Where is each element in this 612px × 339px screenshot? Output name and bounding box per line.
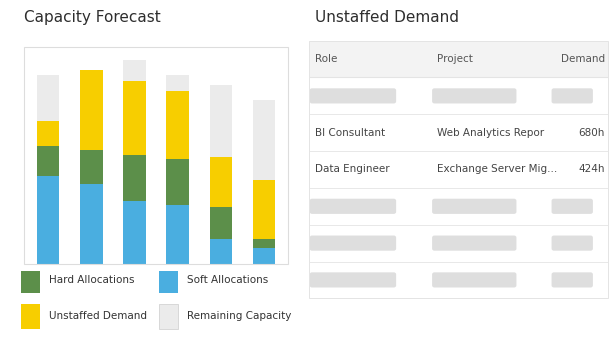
Bar xyxy=(253,239,275,247)
FancyBboxPatch shape xyxy=(310,236,396,251)
Bar xyxy=(159,267,178,293)
Bar xyxy=(123,81,146,155)
FancyBboxPatch shape xyxy=(432,199,517,214)
Bar xyxy=(123,201,146,264)
FancyBboxPatch shape xyxy=(310,199,396,214)
Text: Project: Project xyxy=(438,54,473,64)
Bar xyxy=(253,100,275,180)
Text: Data Engineer: Data Engineer xyxy=(315,164,390,175)
Bar xyxy=(209,85,232,157)
Text: BI Consultant: BI Consultant xyxy=(315,128,385,138)
Bar xyxy=(209,207,232,239)
FancyBboxPatch shape xyxy=(551,272,593,287)
Bar xyxy=(253,180,275,239)
Text: Web Analytics Repor: Web Analytics Repor xyxy=(438,128,545,138)
FancyBboxPatch shape xyxy=(432,272,517,287)
Text: Soft Allocations: Soft Allocations xyxy=(187,275,268,285)
FancyBboxPatch shape xyxy=(432,88,517,103)
FancyBboxPatch shape xyxy=(310,272,396,287)
Bar xyxy=(80,184,103,264)
Bar xyxy=(166,205,189,264)
Bar xyxy=(21,267,40,293)
Bar xyxy=(159,304,178,330)
Bar xyxy=(123,155,146,201)
Text: Hard Allocations: Hard Allocations xyxy=(49,275,135,285)
Bar xyxy=(80,151,103,184)
Bar xyxy=(166,75,189,92)
Bar xyxy=(166,159,189,205)
Text: 424h: 424h xyxy=(578,164,605,175)
Text: Role: Role xyxy=(315,54,337,64)
Bar xyxy=(37,176,59,264)
Bar xyxy=(80,70,103,151)
Bar xyxy=(209,157,232,207)
Text: Demand: Demand xyxy=(561,54,605,64)
FancyBboxPatch shape xyxy=(551,199,593,214)
Bar xyxy=(21,304,40,330)
Text: Capacity Forecast: Capacity Forecast xyxy=(24,10,161,25)
FancyBboxPatch shape xyxy=(551,236,593,251)
Text: 680h: 680h xyxy=(578,128,605,138)
Text: Unstaffed Demand: Unstaffed Demand xyxy=(315,10,459,25)
Bar xyxy=(253,247,275,264)
Bar xyxy=(309,41,608,78)
Bar xyxy=(37,75,59,121)
Text: Unstaffed Demand: Unstaffed Demand xyxy=(49,312,147,321)
Bar xyxy=(209,239,232,264)
FancyBboxPatch shape xyxy=(551,88,593,103)
Bar xyxy=(166,92,189,159)
Text: Remaining Capacity: Remaining Capacity xyxy=(187,312,291,321)
Bar xyxy=(123,60,146,81)
Text: Exchange Server Mig...: Exchange Server Mig... xyxy=(438,164,558,175)
FancyBboxPatch shape xyxy=(310,88,396,103)
Bar xyxy=(37,146,59,176)
Bar xyxy=(37,121,59,146)
FancyBboxPatch shape xyxy=(432,236,517,251)
